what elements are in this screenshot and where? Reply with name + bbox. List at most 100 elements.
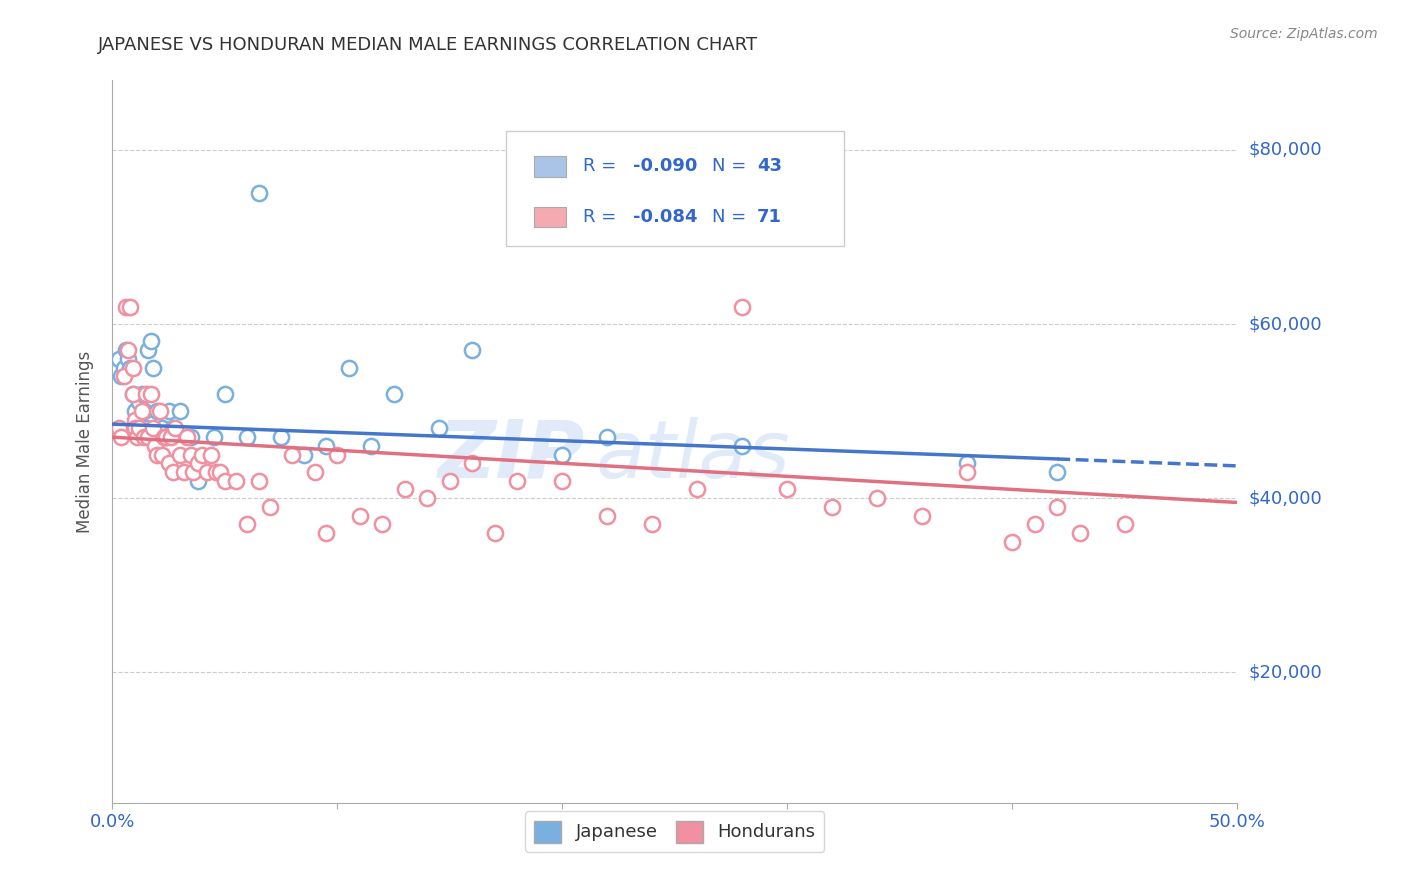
Point bbox=[247, 186, 270, 201]
Point bbox=[173, 465, 195, 479]
Point bbox=[956, 456, 979, 470]
Text: ZIP: ZIP bbox=[437, 417, 585, 495]
Point bbox=[337, 360, 360, 375]
Legend: Japanese, Hondurans: Japanese, Hondurans bbox=[526, 812, 824, 852]
Point bbox=[131, 386, 153, 401]
Point bbox=[236, 517, 259, 532]
Point bbox=[128, 421, 150, 435]
Point bbox=[484, 525, 506, 540]
Point bbox=[135, 386, 157, 401]
Point bbox=[180, 448, 202, 462]
Point bbox=[304, 465, 326, 479]
Text: $60,000: $60,000 bbox=[1249, 315, 1322, 333]
Point bbox=[143, 430, 166, 444]
Point bbox=[394, 483, 416, 497]
Point bbox=[108, 351, 131, 366]
Point bbox=[108, 421, 131, 435]
Point bbox=[956, 465, 979, 479]
Point bbox=[169, 404, 191, 418]
Y-axis label: Median Male Earnings: Median Male Earnings bbox=[76, 351, 94, 533]
Point bbox=[1114, 517, 1136, 532]
Point bbox=[146, 448, 169, 462]
Point bbox=[149, 404, 172, 418]
Point bbox=[155, 430, 177, 444]
Point bbox=[183, 465, 205, 479]
Point bbox=[110, 430, 132, 444]
FancyBboxPatch shape bbox=[534, 156, 565, 177]
Point bbox=[112, 369, 135, 384]
Point bbox=[315, 439, 337, 453]
Point bbox=[127, 430, 149, 444]
Point bbox=[124, 421, 146, 435]
Point bbox=[731, 439, 754, 453]
Point bbox=[315, 525, 337, 540]
Point bbox=[121, 386, 143, 401]
Point bbox=[115, 300, 138, 314]
FancyBboxPatch shape bbox=[534, 207, 565, 227]
Point bbox=[142, 421, 165, 435]
Point bbox=[115, 343, 138, 358]
Text: $80,000: $80,000 bbox=[1249, 141, 1322, 159]
Point bbox=[200, 448, 222, 462]
Text: N =: N = bbox=[711, 208, 752, 226]
Point bbox=[128, 395, 150, 409]
Point bbox=[138, 430, 160, 444]
Point bbox=[349, 508, 371, 523]
Point bbox=[731, 300, 754, 314]
Point bbox=[124, 404, 146, 418]
Point bbox=[135, 421, 157, 435]
Point bbox=[259, 500, 281, 514]
Point bbox=[132, 430, 155, 444]
Point bbox=[153, 430, 176, 444]
Point bbox=[160, 430, 183, 444]
Point bbox=[180, 430, 202, 444]
Point bbox=[195, 465, 218, 479]
Point bbox=[120, 300, 142, 314]
Point bbox=[382, 386, 405, 401]
Text: R =: R = bbox=[582, 208, 621, 226]
Point bbox=[247, 474, 270, 488]
Point bbox=[596, 430, 619, 444]
Point bbox=[911, 508, 934, 523]
Point bbox=[110, 369, 132, 384]
Point bbox=[117, 343, 139, 358]
Point bbox=[686, 483, 709, 497]
Point bbox=[162, 465, 184, 479]
Point bbox=[117, 351, 139, 366]
Point bbox=[187, 474, 209, 488]
Text: -0.084: -0.084 bbox=[633, 208, 697, 226]
Point bbox=[1046, 500, 1069, 514]
Point bbox=[866, 491, 889, 505]
Point bbox=[146, 404, 169, 418]
Point bbox=[236, 430, 259, 444]
Point bbox=[187, 456, 209, 470]
Point bbox=[427, 421, 450, 435]
Point bbox=[176, 430, 198, 444]
Text: atlas: atlas bbox=[596, 417, 792, 495]
Text: 71: 71 bbox=[756, 208, 782, 226]
Point bbox=[139, 386, 162, 401]
Point bbox=[120, 360, 142, 375]
Point bbox=[506, 474, 529, 488]
Point bbox=[1069, 525, 1091, 540]
Text: $40,000: $40,000 bbox=[1249, 489, 1322, 508]
Point bbox=[157, 404, 180, 418]
Point bbox=[821, 500, 844, 514]
Point bbox=[461, 456, 484, 470]
Text: -0.090: -0.090 bbox=[633, 157, 697, 176]
Point bbox=[121, 360, 143, 375]
Point bbox=[551, 448, 574, 462]
Point bbox=[142, 360, 165, 375]
Point bbox=[150, 421, 173, 435]
Point bbox=[439, 474, 461, 488]
Text: N =: N = bbox=[711, 157, 752, 176]
Point bbox=[143, 439, 166, 453]
Point bbox=[1001, 534, 1024, 549]
Point bbox=[157, 456, 180, 470]
Text: R =: R = bbox=[582, 157, 621, 176]
Text: JAPANESE VS HONDURAN MEDIAN MALE EARNINGS CORRELATION CHART: JAPANESE VS HONDURAN MEDIAN MALE EARNING… bbox=[98, 36, 759, 54]
Point bbox=[292, 448, 315, 462]
Text: $20,000: $20,000 bbox=[1249, 664, 1322, 681]
Point bbox=[1024, 517, 1046, 532]
Point bbox=[416, 491, 439, 505]
